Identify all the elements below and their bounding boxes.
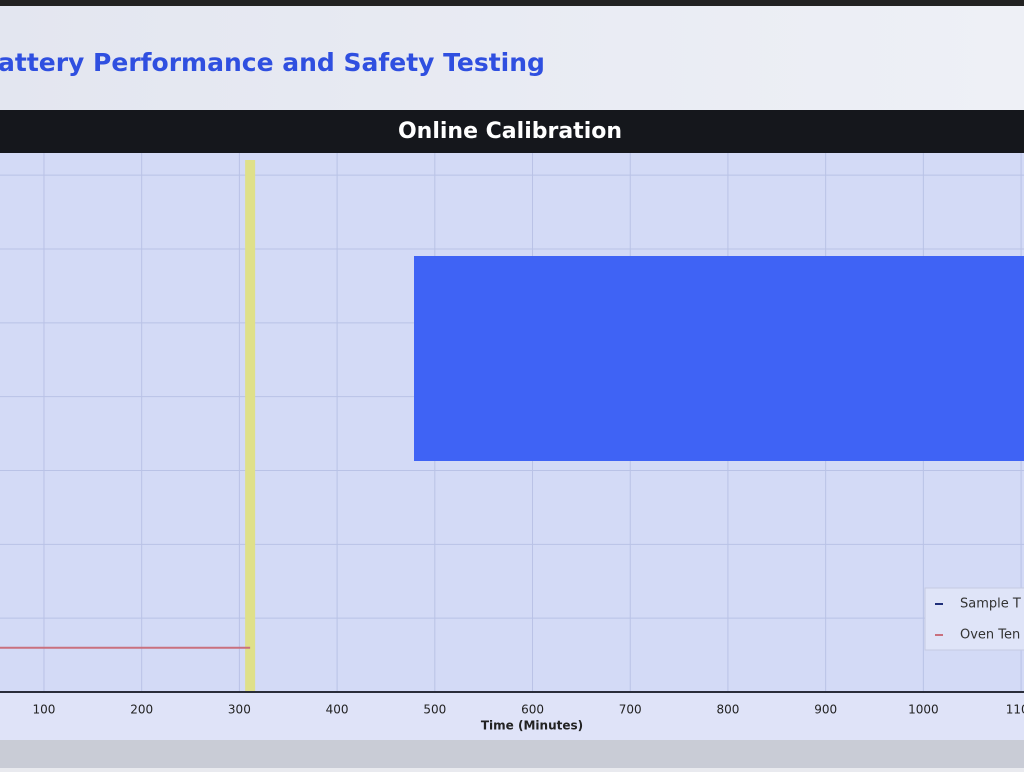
x-tick-label: 1100 [1006, 703, 1024, 717]
x-tick-label: 400 [326, 703, 349, 717]
chart-header [0, 110, 1024, 153]
x-tick-label: 200 [130, 703, 153, 717]
legend [924, 587, 1024, 651]
bezel [0, 0, 1024, 6]
marks [0, 160, 256, 692]
bottom-strip [0, 740, 1024, 768]
overlay-box [414, 256, 1024, 461]
x-tick-label: 900 [814, 703, 837, 717]
legend-label: Oven Ten [960, 628, 1020, 643]
x-tick-label: 700 [619, 703, 642, 717]
x-tick-label: 1000 [908, 703, 939, 717]
x-tick-label: 300 [228, 703, 251, 717]
x-tick-label: 500 [423, 703, 446, 717]
marker-band [245, 160, 256, 692]
x-tick-label: 800 [716, 703, 739, 717]
legend-entries: Sample T Oven Ten [935, 597, 1021, 643]
chart-title: Online Calibration [398, 119, 622, 144]
legend-label: Sample T [960, 597, 1021, 612]
x-tick-label: 600 [521, 703, 544, 717]
x-tick-label: 100 [33, 703, 56, 717]
page-title: attery Performance and Safety Testing [0, 48, 545, 77]
x-axis-label: Time (Minutes) [481, 719, 583, 733]
